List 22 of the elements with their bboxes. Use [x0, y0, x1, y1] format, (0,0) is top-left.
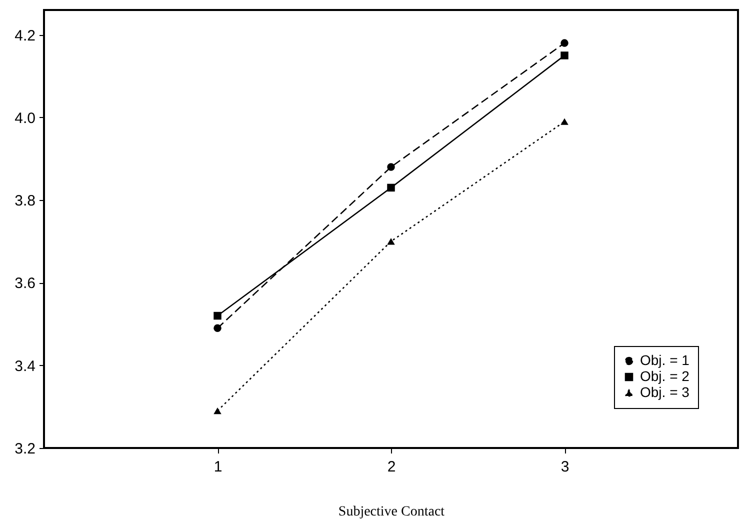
legend-label: Obj. = 3 [640, 384, 690, 400]
point [214, 312, 222, 320]
y-tick-label: 3.4 [14, 358, 36, 375]
point [387, 163, 395, 171]
point [214, 407, 222, 414]
point [560, 52, 568, 60]
x-tick-label: 3 [560, 458, 570, 476]
y-tick-label: 4.0 [14, 110, 36, 127]
y-tick-label: 3.8 [14, 192, 36, 210]
point [560, 39, 568, 47]
x-tick-label: 1 [214, 458, 222, 476]
y-tick-label: 4.2 [14, 27, 36, 44]
y-tick-label: 3.6 [14, 275, 36, 292]
x-axis-title: Subjective Contact [338, 504, 445, 520]
point [387, 238, 395, 245]
point [214, 324, 222, 332]
legend-label: Obj. = 1 [640, 352, 690, 368]
point [560, 118, 568, 125]
x-tick-label: 2 [387, 458, 396, 476]
legend-label: Obj. = 2 [640, 368, 690, 384]
y-tick-label: 3.2 [14, 440, 36, 458]
point [387, 184, 395, 192]
